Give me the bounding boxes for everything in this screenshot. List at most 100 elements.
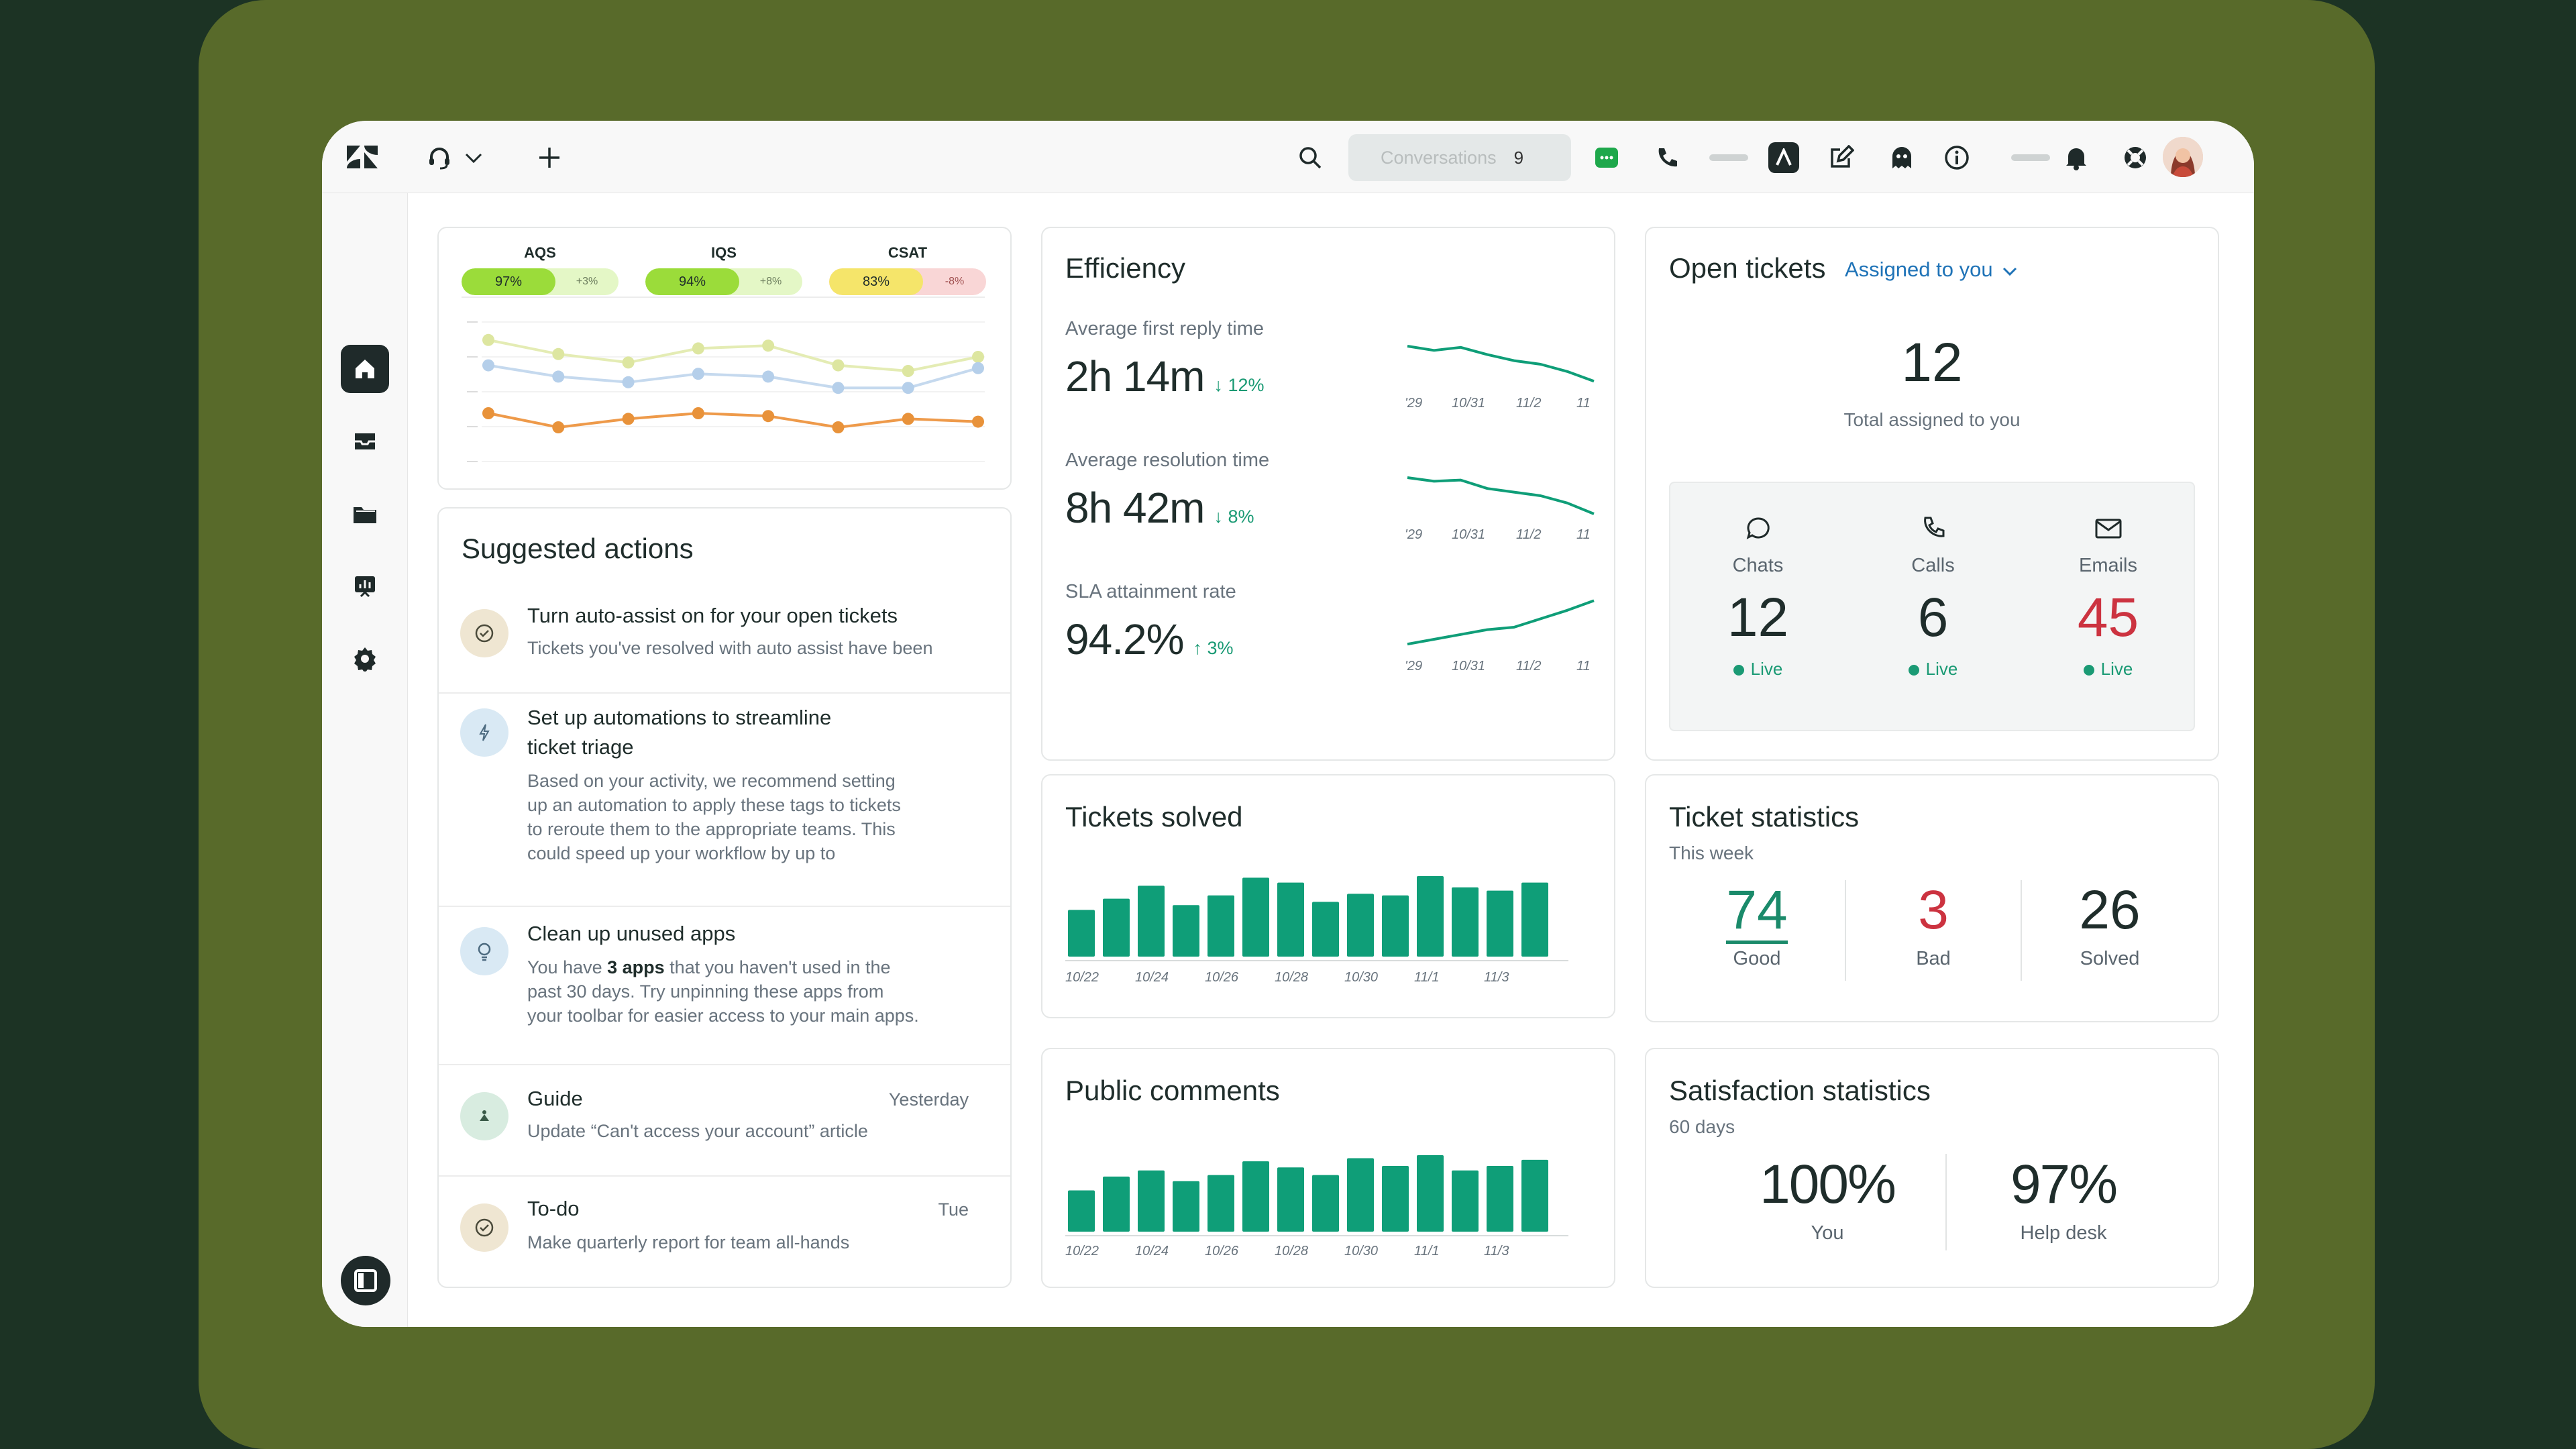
- suggested-action-desc-line1: You have 3 apps that you haven't used in…: [527, 955, 891, 979]
- bar: [1417, 1155, 1444, 1232]
- sla-delta: ↑ 3%: [1193, 638, 1234, 658]
- suggested-action-title: Guide: [527, 1087, 583, 1110]
- ghost-icon[interactable]: [1888, 144, 1916, 172]
- metric-label: Average first reply time: [1065, 318, 1265, 339]
- assigned-filter-dropdown[interactable]: Assigned to you: [1845, 258, 2017, 282]
- bar: [1347, 894, 1374, 957]
- satisfaction-you: 100% You: [1727, 1154, 1928, 1244]
- bell-icon[interactable]: [2062, 144, 2090, 172]
- live-dot: [1908, 665, 1919, 676]
- first-reply-delta: ↓ 12%: [1214, 375, 1265, 395]
- channel-label: Emails: [2078, 555, 2137, 576]
- tick-label: 11: [1576, 659, 1591, 674]
- suggested-action-desc-line3: to reroute them to the appropriate teams…: [527, 819, 896, 839]
- csat-series-point: [552, 421, 565, 433]
- suggested-action-title-line2: ticket triage: [527, 735, 634, 759]
- tick-label: 11: [1576, 396, 1591, 411]
- suggested-action-todo[interactable]: To-do Tue Make quarterly report for team…: [439, 1177, 1010, 1287]
- quality-label-aqs: AQS: [524, 244, 556, 261]
- sparkline-series: [1407, 345, 1595, 383]
- aqs-series-point: [622, 356, 635, 369]
- stat-value: 97%: [2010, 1154, 2118, 1215]
- panel-toggle-icon: [354, 1269, 377, 1292]
- chat-app-icon[interactable]: [1593, 144, 1621, 172]
- aqs-series-point: [552, 347, 565, 360]
- iqs-pill: 94% +8%: [645, 268, 802, 295]
- sidebar-toggle[interactable]: [341, 1256, 390, 1305]
- lightbulb-icon: [460, 927, 508, 975]
- sparkline-ticks: '29 10/31 11/2 11: [1405, 659, 1591, 674]
- sparkline-series: [1407, 476, 1595, 515]
- desc-text: that you haven't used in the: [664, 957, 891, 977]
- stat-solved[interactable]: 26 Solved: [2022, 880, 2198, 970]
- bar: [1208, 895, 1234, 957]
- sidebar-item-settings[interactable]: [341, 635, 389, 683]
- search-icon[interactable]: [1296, 144, 1324, 172]
- channel-breakdown: Chats 12 Live Calls 6 Live Emails 45 Liv…: [1669, 482, 2195, 731]
- channel-calls[interactable]: Calls 6 Live: [1845, 515, 2021, 680]
- bar: [1138, 885, 1165, 957]
- resolution-value: 8h 42m: [1065, 484, 1205, 532]
- suggested-action-auto-assist[interactable]: Turn auto-assist on for your open ticket…: [439, 594, 1010, 694]
- sidebar-item-home[interactable]: [341, 345, 389, 393]
- edit-icon[interactable]: [1827, 144, 1856, 172]
- channel-value: 6: [1917, 587, 1949, 648]
- tick-label: '29: [1405, 396, 1423, 411]
- sidebar-item-inbox[interactable]: [341, 417, 389, 466]
- open-tickets-card: Open tickets Assigned to you 12 Total as…: [1645, 227, 2219, 761]
- tick-label: 10/31: [1452, 659, 1486, 674]
- channel-emails[interactable]: Emails 45 Live: [2021, 515, 2196, 680]
- chevron-down-icon[interactable]: [463, 148, 484, 169]
- phone-icon[interactable]: [1653, 144, 1681, 172]
- tick-label: 11: [1576, 527, 1591, 542]
- bar: [1521, 1159, 1548, 1232]
- channel-value: 45: [2077, 587, 2139, 648]
- first-reply-sparkline: [1407, 345, 1595, 383]
- bar: [1452, 1170, 1479, 1232]
- suggested-action-desc-line3: your toolbar for easier access to your m…: [527, 1006, 919, 1026]
- bar: [1173, 905, 1199, 957]
- tickets-solved-card: Tickets solved 10/22 10/24 10/26 10/28 10/30…: [1041, 774, 1615, 1018]
- avatar[interactable]: [2163, 137, 2203, 177]
- metric-value: 94.2% ↑ 3%: [1065, 614, 1234, 664]
- iqs-series-point: [762, 370, 775, 383]
- bar: [1277, 882, 1304, 957]
- channel-chats[interactable]: Chats 12 Live: [1670, 515, 1845, 680]
- quality-label-iqs: IQS: [711, 244, 737, 261]
- reporting-icon: [355, 576, 375, 598]
- inbox-icon: [355, 433, 375, 449]
- stat-bad[interactable]: 3 Bad: [1846, 880, 2021, 970]
- aqs-series-point: [832, 359, 845, 372]
- tick-label: 11/2: [1516, 527, 1542, 542]
- conversations-button[interactable]: Conversations 9: [1348, 134, 1571, 181]
- efficiency-title: Efficiency: [1065, 252, 1185, 284]
- aqs-pill: 97% +3%: [462, 268, 619, 295]
- help-icon[interactable]: [2121, 144, 2149, 172]
- csat-series-line: [488, 411, 979, 429]
- suggested-action-automations[interactable]: Set up automations to streamline ticket …: [439, 694, 1010, 907]
- aqs-value: 97%: [462, 268, 555, 295]
- suggested-action-guide[interactable]: Guide Yesterday Update “Can't access you…: [439, 1065, 1010, 1177]
- x-tick-label: 11/3: [1484, 1244, 1509, 1258]
- suggested-actions-title: Suggested actions: [462, 533, 694, 564]
- app-a-icon[interactable]: [1768, 142, 1799, 173]
- stat-label: Good: [1733, 948, 1781, 969]
- bar: [1312, 902, 1339, 957]
- info-icon[interactable]: [1943, 144, 1971, 172]
- suggested-action-desc-line2: up an automation to apply these tags to …: [527, 795, 901, 815]
- live-dot: [2083, 665, 2094, 676]
- zendesk-logo-icon[interactable]: [342, 137, 382, 177]
- stat-good[interactable]: 74 Good: [1669, 880, 1845, 970]
- assigned-filter-label: Assigned to you: [1845, 258, 1993, 281]
- top-bar: Conversations 9: [322, 121, 2254, 193]
- suggested-action-unused-apps[interactable]: Clean up unused apps You have 3 apps tha…: [439, 907, 1010, 1065]
- headset-icon[interactable]: [423, 141, 456, 174]
- tick-label: 11/2: [1516, 396, 1542, 411]
- phone-icon: [1923, 517, 1944, 537]
- suggested-action-title-line1: Set up automations to streamline: [527, 706, 832, 729]
- sidebar-item-reporting[interactable]: [341, 562, 389, 610]
- add-icon[interactable]: [535, 144, 564, 172]
- csat-series-point: [832, 421, 845, 433]
- stat-label: Bad: [1916, 948, 1951, 969]
- sidebar-item-views[interactable]: [341, 490, 389, 538]
